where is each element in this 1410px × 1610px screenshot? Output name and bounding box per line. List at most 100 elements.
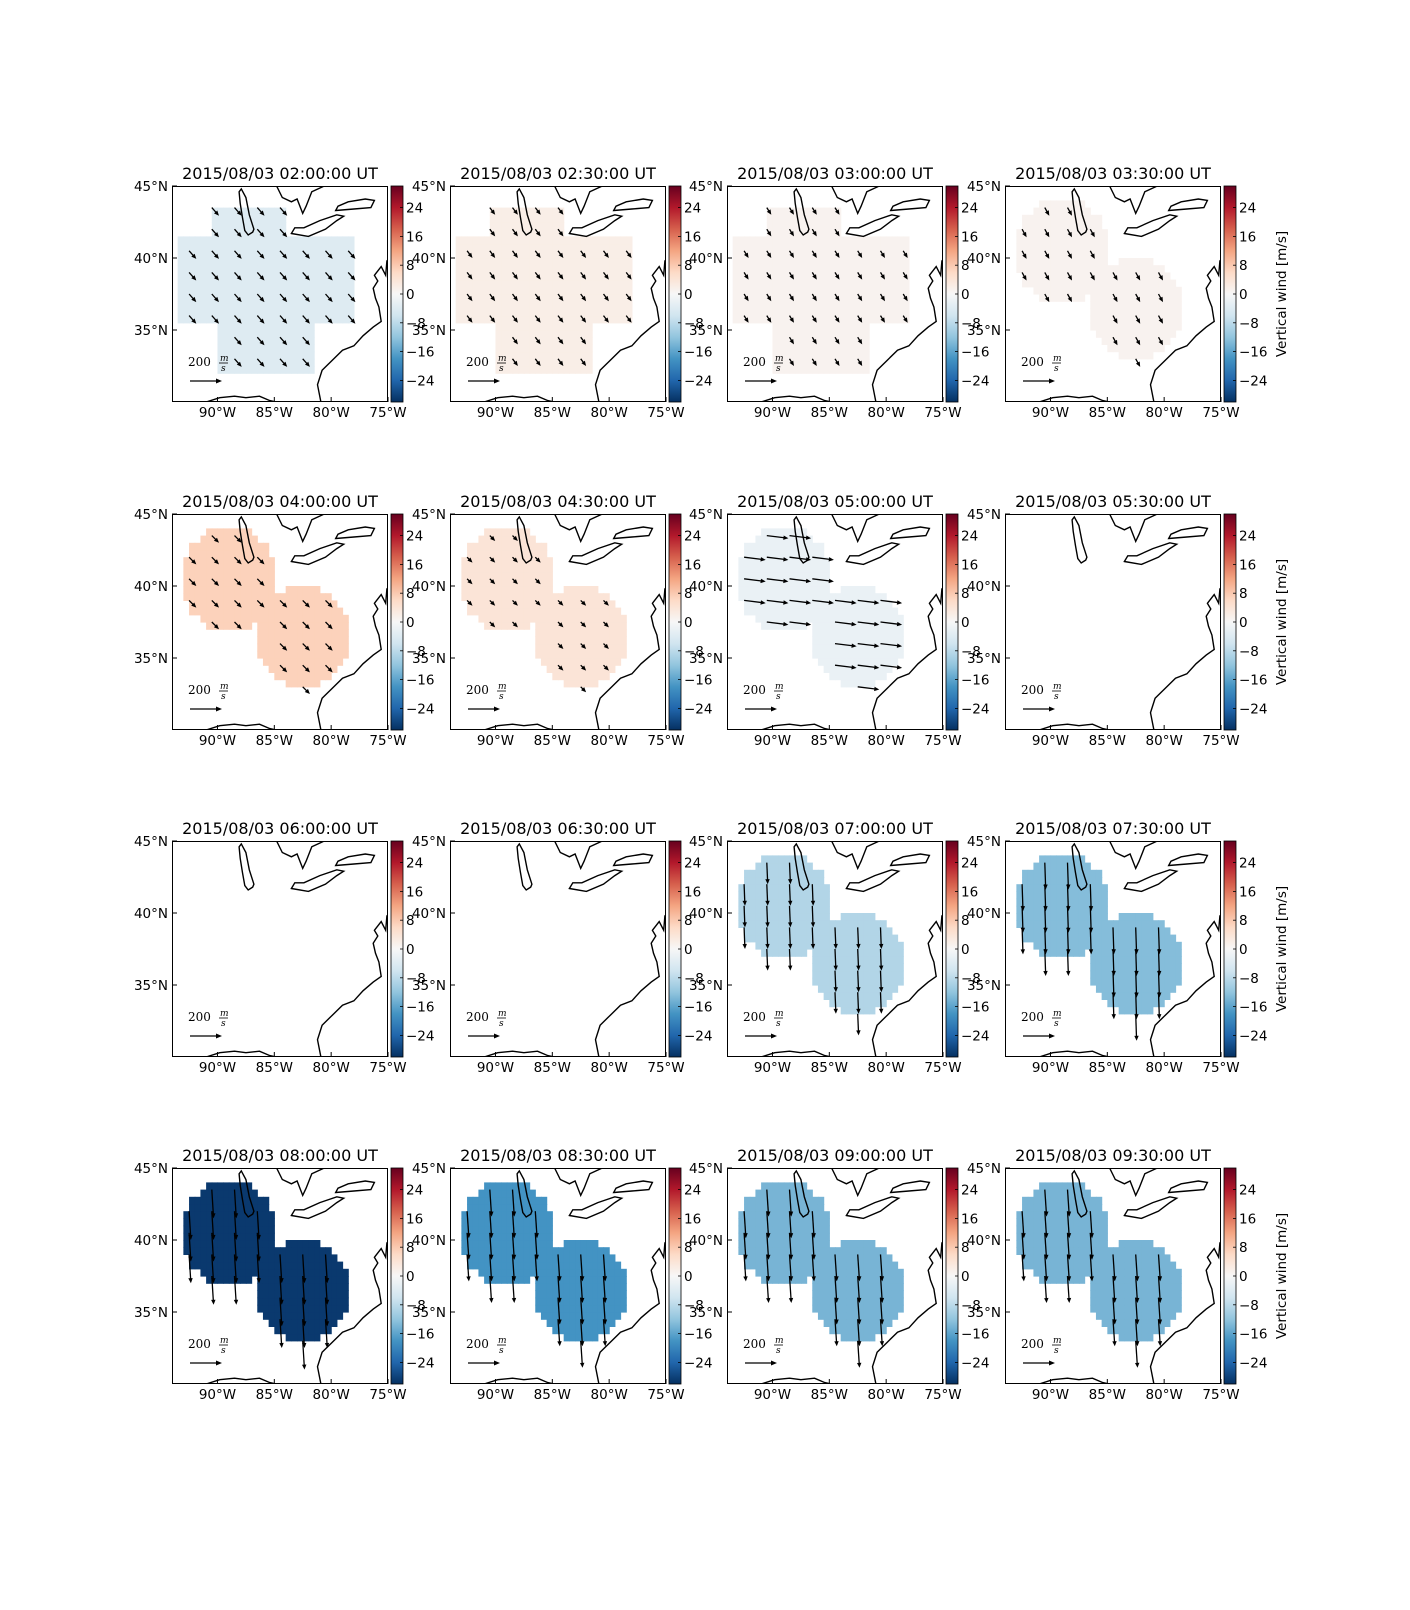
field-cell [812, 214, 819, 223]
field-cell [223, 207, 230, 216]
field-cell [846, 927, 853, 936]
field-cell [1027, 222, 1035, 230]
field-cell [744, 934, 751, 943]
field-cell [1039, 294, 1046, 302]
field-cell [489, 614, 497, 623]
lake-michigan [516, 187, 533, 236]
field-cell [1050, 207, 1057, 216]
field-cell [495, 550, 502, 558]
field-cell [817, 920, 825, 928]
field-cell [251, 294, 258, 302]
field-cell [806, 322, 813, 331]
field-cell [523, 308, 531, 317]
field-cell [1175, 308, 1182, 317]
field-cell [274, 636, 281, 645]
map-frame [1005, 514, 1221, 730]
field-cell [314, 607, 321, 616]
field-cell [217, 272, 224, 281]
field-cell [228, 322, 236, 331]
field-cell [1078, 243, 1086, 252]
field-cell [857, 308, 865, 317]
field-cell [529, 564, 536, 573]
wind-arrowhead [810, 943, 816, 949]
field-cell [228, 571, 236, 580]
wind-arrow [857, 599, 877, 604]
field-cell [285, 308, 292, 317]
field-cell [1147, 999, 1154, 1008]
field-cell [1141, 927, 1148, 936]
field-cell [314, 658, 321, 666]
field-cell [1061, 222, 1069, 230]
field-cell [1101, 956, 1108, 964]
field-cell [1152, 963, 1160, 972]
field-cell [1067, 884, 1074, 892]
field-cell [840, 337, 847, 345]
field-cell [829, 265, 836, 273]
field-cell [489, 286, 497, 295]
field-cell [772, 586, 779, 594]
field-cell [1033, 265, 1040, 273]
field-cell [863, 920, 870, 928]
field-cell [228, 337, 236, 345]
field-cell [194, 279, 202, 288]
field-cell [857, 985, 865, 993]
field-cell [1090, 956, 1097, 964]
field-cell [852, 913, 859, 921]
field-cell [314, 272, 321, 281]
lon-tick-label: 75°W [369, 405, 406, 421]
field-cell [262, 301, 270, 309]
wind-arrowhead [490, 317, 496, 323]
field-cell [880, 956, 887, 964]
field-cell [580, 301, 588, 309]
lat-tick-label: 45°N [134, 179, 168, 195]
field-cell [835, 308, 842, 317]
wind-arrowhead [490, 295, 496, 302]
field-cell [1073, 236, 1080, 245]
lat-tick-label: 40°N [412, 579, 446, 595]
field-cell [523, 337, 531, 345]
field-cell [495, 279, 502, 288]
field-cell [1061, 934, 1069, 943]
field-cell [614, 622, 622, 630]
field-cell [194, 301, 202, 309]
field-cell [251, 286, 258, 295]
field-cell [592, 301, 599, 309]
wind-arrowhead [581, 600, 587, 606]
field-cell [1118, 934, 1125, 943]
field-cell [806, 294, 813, 302]
gulf-coast [1038, 395, 1110, 402]
field-cell [331, 272, 338, 281]
field-cell [308, 315, 315, 324]
wind-arrows [188, 535, 333, 694]
field-cell [1107, 956, 1114, 964]
field-cell [778, 550, 785, 558]
field-cell [1073, 286, 1080, 295]
field-cell [1147, 258, 1154, 266]
field-cell [806, 229, 813, 237]
quiver-key-unit-num: m [775, 682, 784, 692]
field-cell [467, 286, 474, 295]
field-cell [285, 337, 292, 345]
wind-arrowhead [604, 274, 609, 280]
wind-arrow [857, 992, 860, 1011]
field-cell [535, 629, 542, 637]
field-cell [874, 941, 882, 950]
field-cell [251, 330, 258, 338]
field-cell [897, 970, 904, 979]
field-cell [1101, 970, 1108, 979]
field-cell [1169, 279, 1177, 288]
field-cell [501, 236, 508, 245]
field-cell [223, 330, 230, 338]
quiver-key: 200 ms [466, 682, 507, 712]
wind-arrowhead [604, 295, 609, 302]
field-cell [501, 308, 508, 317]
field-cell [1044, 905, 1052, 914]
field-cell [823, 214, 830, 223]
field-cell [1033, 258, 1040, 266]
field-cell [325, 265, 332, 273]
field-cell [761, 855, 768, 864]
field-cell [268, 607, 275, 616]
wind-arrowhead [1090, 231, 1095, 238]
field-cell [603, 279, 610, 288]
